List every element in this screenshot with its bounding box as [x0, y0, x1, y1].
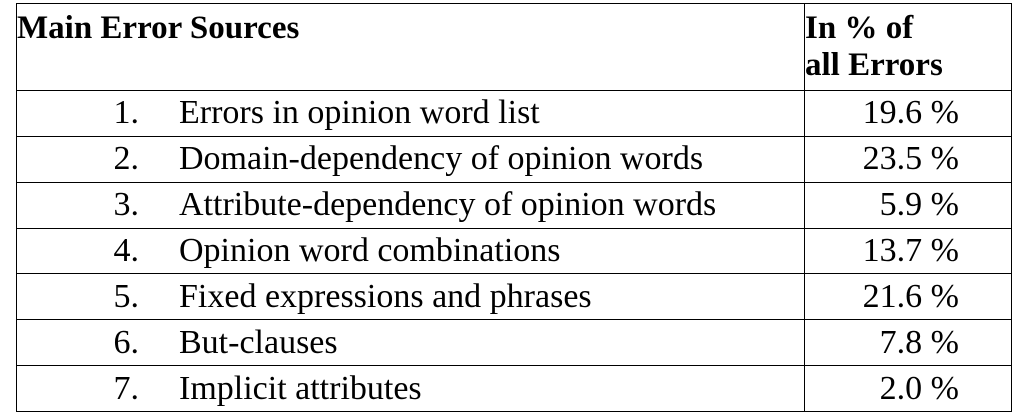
percent-cell: 13.7 %: [804, 227, 1012, 275]
header-percent-line2: all Errors: [805, 47, 943, 83]
source-cell: 3. Attribute-dependency of opinion words: [16, 181, 805, 229]
percent-cell: 19.6 %: [804, 90, 1012, 137]
row-label: Fixed expressions and phrases: [179, 277, 592, 315]
source-cell: 2. Domain-dependency of opinion words: [16, 135, 805, 183]
row-label: Attribute-dependency of opinion words: [179, 186, 717, 224]
source-cell: 7. Implicit attributes: [16, 365, 805, 412]
table-row: 7. Implicit attributes 2.0 %: [16, 365, 1012, 412]
row-number: 2.: [113, 140, 140, 178]
row-number: 5.: [113, 277, 140, 315]
header-percent-line1: In % of: [805, 10, 914, 46]
row-number: 1.: [113, 94, 140, 132]
row-number: 6.: [113, 323, 140, 361]
table-row: 3. Attribute-dependency of opinion words …: [16, 181, 1012, 229]
row-label: Domain-dependency of opinion words: [179, 140, 704, 178]
row-number: 7.: [113, 369, 140, 407]
percent-cell: 7.8 %: [804, 319, 1012, 367]
source-cell: 4. Opinion word combinations: [16, 227, 805, 275]
source-cell: 6. But-clauses: [16, 319, 805, 367]
table-row: 6. But-clauses 7.8 %: [16, 319, 1012, 367]
row-number: 3.: [113, 186, 140, 224]
row-label: Errors in opinion word list: [179, 94, 540, 132]
row-number: 4.: [113, 231, 140, 269]
row-label: But-clauses: [179, 323, 338, 361]
header-row: Main Error Sources In % of all Errors: [16, 3, 1012, 91]
percent-cell: 23.5 %: [804, 135, 1012, 183]
row-label: Implicit attributes: [179, 369, 422, 407]
source-cell: 1. Errors in opinion word list: [16, 90, 805, 137]
table-row: 5. Fixed expressions and phrases 21.6 %: [16, 273, 1012, 321]
row-label: Opinion word combinations: [179, 231, 561, 269]
percent-cell: 21.6 %: [804, 273, 1012, 321]
table-row: 4. Opinion word combinations 13.7 %: [16, 227, 1012, 275]
error-sources-table: Main Error Sources In % of all Errors 1.…: [16, 3, 1012, 412]
percent-cell: 2.0 %: [804, 365, 1012, 412]
percent-cell: 5.9 %: [804, 181, 1012, 229]
source-cell: 5. Fixed expressions and phrases: [16, 273, 805, 321]
table-row: 2. Domain-dependency of opinion words 23.…: [16, 135, 1012, 183]
header-main-error-sources: Main Error Sources: [16, 3, 805, 91]
header-percent-of-all-errors: In % of all Errors: [804, 3, 1012, 91]
table-row: 1. Errors in opinion word list 19.6 %: [16, 90, 1012, 137]
